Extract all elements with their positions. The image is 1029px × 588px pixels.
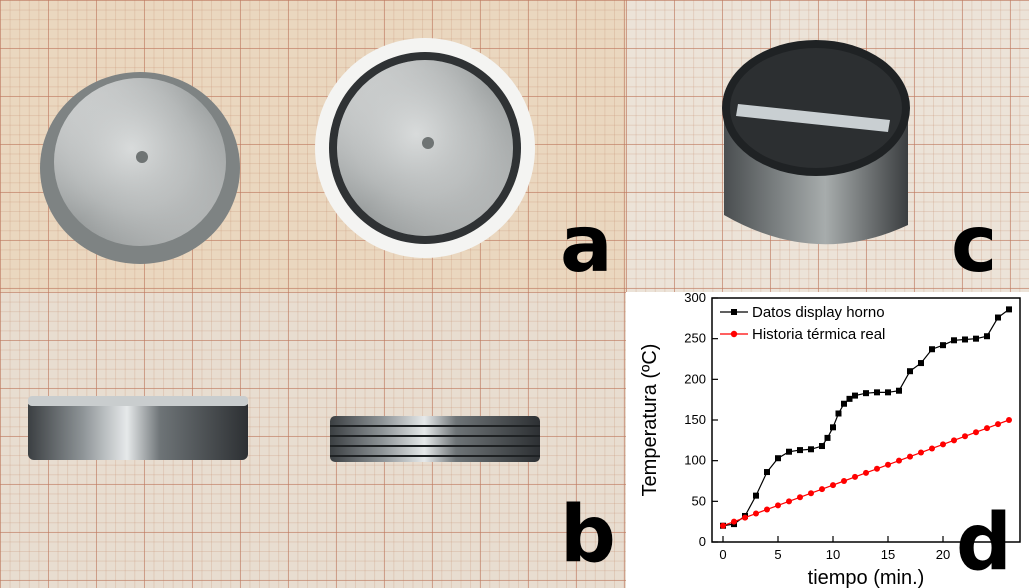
data-point-square: [973, 335, 979, 342]
data-point-square: [753, 492, 759, 499]
data-point-circle: [742, 514, 748, 521]
x-axis-label: tiempo (min.): [808, 567, 925, 588]
data-point-square: [984, 333, 990, 340]
data-point-circle: [720, 522, 726, 529]
data-point-square: [863, 390, 869, 397]
data-point-square: [1006, 306, 1012, 313]
data-point-circle: [973, 429, 979, 436]
data-point-circle: [984, 425, 990, 432]
data-point-circle: [797, 494, 803, 501]
panel-label-b: b: [560, 490, 616, 580]
x-tick-label: 25: [991, 547, 1005, 562]
data-point-square: [929, 346, 935, 353]
y-tick-label: 150: [684, 412, 706, 427]
photo-panel-b: b: [0, 292, 626, 588]
x-tick-label: 5: [774, 547, 781, 562]
data-point-circle: [1006, 417, 1012, 423]
thread-lines: [330, 425, 540, 457]
left-cap-hole: [136, 151, 148, 163]
data-point-square: [775, 455, 781, 462]
x-tick-label: 10: [826, 547, 840, 562]
caps-side-view-photo: [28, 396, 540, 462]
data-point-square: [835, 410, 842, 417]
data-point-circle: [830, 482, 836, 489]
data-point-square: [885, 389, 891, 396]
data-point-circle: [786, 498, 792, 505]
panel-label-a: a: [560, 200, 613, 290]
y-tick-label: 100: [684, 453, 706, 468]
data-point-square: [808, 446, 814, 453]
data-point-square: [962, 336, 968, 343]
data-point-square: [830, 424, 836, 431]
legend: Datos display horno Historia térmica rea…: [720, 304, 885, 343]
threaded-piece-side: [330, 416, 540, 462]
data-point-square: [841, 400, 847, 407]
data-point-square: [995, 314, 1001, 321]
panel-label-d: d: [956, 498, 1012, 588]
data-point-circle: [753, 510, 759, 517]
data-point-circle: [863, 469, 869, 476]
data-point-circle: [929, 445, 935, 452]
legend-label-real-history: Historia térmica real: [752, 326, 885, 343]
data-point-circle: [907, 453, 913, 460]
y-tick-label: 50: [692, 493, 706, 508]
y-tick-label: 0: [699, 534, 706, 549]
x-tick-label: 15: [881, 547, 895, 562]
data-point-square: [852, 392, 858, 399]
panel-label-c: c: [951, 200, 998, 290]
right-cap-hole: [422, 137, 434, 149]
x-tick-label: 20: [936, 547, 950, 562]
assembled-cylinder-photo: [722, 40, 910, 245]
data-point-square: [764, 469, 770, 476]
caps-top-view-photo: [40, 38, 535, 264]
series-layer: [720, 306, 1012, 529]
data-point-circle: [775, 502, 781, 509]
data-point-circle: [918, 449, 924, 456]
data-point-circle: [731, 518, 737, 525]
data-point-square: [918, 360, 924, 367]
data-point-circle: [940, 441, 946, 448]
y-tick-label: 250: [684, 331, 706, 346]
data-point-square: [846, 395, 853, 402]
y-tick-label: 200: [684, 371, 706, 386]
data-point-circle: [951, 437, 957, 444]
legend-marker-circle: [730, 330, 738, 338]
photo-panel-c: c: [626, 0, 1029, 292]
data-point-circle: [896, 457, 902, 464]
data-point-circle: [852, 473, 858, 480]
photo-panel-a: a: [0, 0, 626, 292]
legend-label-oven-display: Datos display horno: [752, 304, 885, 321]
data-point-circle: [808, 490, 814, 497]
data-point-square: [874, 389, 880, 396]
data-point-square: [951, 337, 957, 344]
legend-marker-square: [731, 309, 737, 315]
data-point-square: [907, 368, 913, 375]
data-point-square: [797, 447, 803, 454]
data-point-square: [786, 448, 792, 455]
data-point-circle: [819, 486, 825, 493]
data-point-square: [819, 443, 825, 450]
data-point-circle: [962, 433, 968, 440]
x-tick-label: 0: [719, 547, 726, 562]
data-point-circle: [764, 506, 770, 513]
data-point-circle: [841, 478, 847, 484]
data-point-circle: [885, 461, 891, 468]
slot-bar: [736, 104, 890, 132]
data-point-circle: [995, 421, 1001, 428]
y-axis-label: Temperatura (ºC): [639, 344, 661, 497]
data-point-square: [824, 434, 831, 441]
y-tick-label: 300: [684, 292, 706, 305]
data-point-square: [896, 387, 902, 394]
data-point-square: [940, 342, 946, 349]
left-piece-side: [28, 400, 248, 460]
chart-panel-d: 0 5 10 15 20 25 0 50 100 150 200 250 300 Datos displ…: [626, 292, 1029, 588]
data-point-circle: [874, 465, 880, 472]
